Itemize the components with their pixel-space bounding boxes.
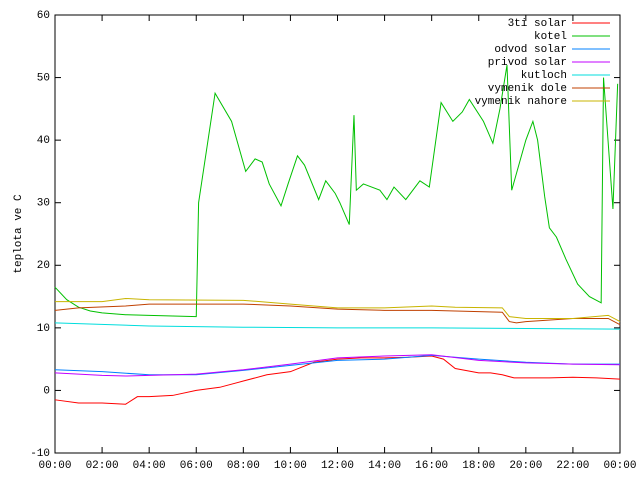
y-tick-label: 20 [37,260,50,272]
y-tick-label: 50 [37,72,50,84]
y-tick-label: -10 [30,448,50,460]
y-tick-label: 0 [43,385,50,397]
legend-label: privod solar [488,57,567,69]
legend-label: vymenik dole [488,83,567,95]
y-tick-label: 60 [37,10,50,22]
series-line [54,322,621,330]
legend-label: vymenik nahore [475,96,567,108]
x-tick-label: 08:00 [227,460,260,472]
x-tick-label: 06:00 [180,460,213,472]
x-tick-label: 00:00 [38,460,71,472]
x-tick-label: 04:00 [133,460,166,472]
series-line [54,354,621,377]
legend-label: odvod solar [494,44,567,56]
legend-label: kutloch [521,70,567,82]
y-axis-label: teplota ve C [13,194,25,274]
y-tick-label: 10 [37,323,50,335]
series-line [55,297,621,323]
series-line [54,64,619,318]
legend-label: kotel [534,31,567,43]
series-line [54,303,621,326]
x-tick-label: 22:00 [556,460,589,472]
x-tick-label: 12:00 [321,460,354,472]
legend-label: 3ti solar [508,18,567,30]
x-tick-label: 14:00 [368,460,401,472]
x-tick-label: 20:00 [509,460,542,472]
y-tick-label: 30 [37,198,50,210]
x-tick-label: 02:00 [86,460,119,472]
x-tick-label: 00:00 [603,460,636,472]
series-line [54,354,620,376]
x-tick-label: 10:00 [274,460,307,472]
x-tick-label: 18:00 [462,460,495,472]
y-tick-label: 40 [37,135,50,147]
series-line [54,355,621,405]
x-tick-label: 16:00 [415,460,448,472]
